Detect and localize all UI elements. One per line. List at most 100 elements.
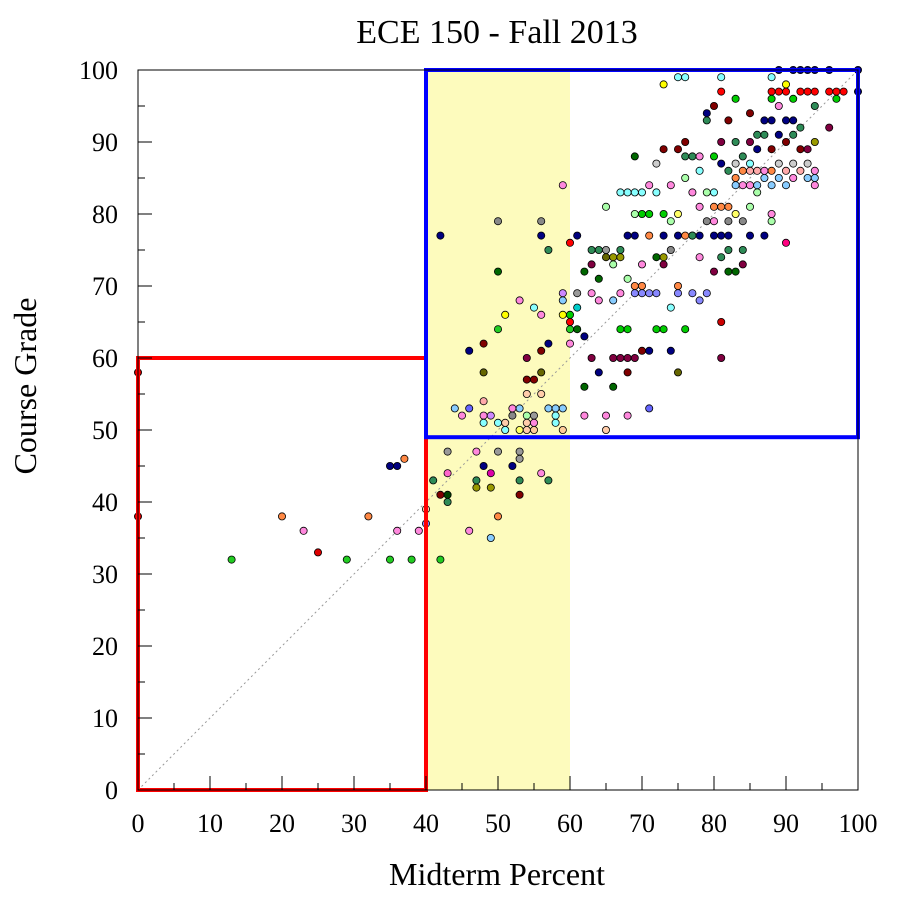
data-point (551, 411, 560, 420)
data-point (710, 217, 719, 226)
highlight-band-layer (426, 70, 570, 790)
data-point (630, 152, 639, 161)
data-point (731, 94, 740, 103)
data-point (810, 166, 819, 175)
y-tick-label: 40 (92, 488, 118, 517)
y-tick-label: 100 (79, 56, 118, 85)
data-point (602, 425, 611, 434)
data-point (522, 389, 531, 398)
data-point (515, 447, 524, 456)
data-point (558, 404, 567, 413)
data-point (717, 159, 726, 168)
data-point (839, 87, 848, 96)
data-point (436, 490, 445, 499)
data-point (767, 116, 776, 125)
data-point (681, 231, 690, 240)
x-tick-label: 0 (132, 809, 145, 838)
data-point (537, 368, 546, 377)
data-point (364, 512, 373, 521)
data-point (436, 555, 445, 564)
data-point (652, 253, 661, 262)
data-point (602, 253, 611, 262)
data-point (803, 159, 812, 168)
data-point (616, 245, 625, 254)
y-axis-label: Course Grade (7, 298, 43, 475)
data-point (313, 548, 322, 557)
data-point (659, 325, 668, 334)
data-point (551, 418, 560, 427)
data-point (681, 137, 690, 146)
data-point (702, 217, 711, 226)
data-point (738, 166, 747, 175)
data-point (587, 353, 596, 362)
data-point (277, 512, 286, 521)
data-point (530, 425, 539, 434)
data-point (580, 382, 589, 391)
data-point (796, 166, 805, 175)
data-point (508, 404, 517, 413)
data-point (695, 253, 704, 262)
data-point (782, 80, 791, 89)
data-point (738, 181, 747, 190)
x-tick-label: 70 (629, 809, 655, 838)
y-tick-label: 20 (92, 632, 118, 661)
data-point (630, 231, 639, 240)
data-point (832, 94, 841, 103)
x-tick-label: 90 (773, 809, 799, 838)
data-point (537, 389, 546, 398)
data-point (760, 116, 769, 125)
data-point (530, 375, 539, 384)
y-tick-label: 70 (92, 272, 118, 301)
data-point (609, 253, 618, 262)
data-point (609, 382, 618, 391)
data-point (731, 159, 740, 168)
x-tick-label: 50 (485, 809, 511, 838)
data-point (746, 181, 755, 190)
data-point (659, 209, 668, 218)
data-point (609, 260, 618, 269)
y-tick-label: 60 (92, 344, 118, 373)
data-point (594, 274, 603, 283)
data-point (717, 73, 726, 82)
data-point (436, 231, 445, 240)
x-axis-label: Midterm Percent (389, 856, 605, 892)
data-point (767, 166, 776, 175)
data-point (702, 116, 711, 125)
data-point (782, 238, 791, 247)
data-point (443, 469, 452, 478)
data-point (782, 137, 791, 146)
data-point (479, 368, 488, 377)
data-point (810, 181, 819, 190)
data-point (760, 231, 769, 240)
data-point (515, 454, 524, 463)
data-point (493, 418, 502, 427)
data-point (731, 173, 740, 182)
x-tick-label: 40 (413, 809, 439, 838)
data-point (558, 425, 567, 434)
data-point (530, 411, 539, 420)
data-point (227, 555, 236, 564)
x-tick-label: 20 (269, 809, 295, 838)
data-point (573, 325, 582, 334)
data-point (659, 80, 668, 89)
data-point (724, 231, 733, 240)
data-point (782, 87, 791, 96)
data-point (731, 137, 740, 146)
data-point (803, 173, 812, 182)
data-point (587, 260, 596, 269)
data-point (508, 411, 517, 420)
data-point (645, 404, 654, 413)
data-point (465, 346, 474, 355)
data-point (558, 296, 567, 305)
data-point (645, 289, 654, 298)
data-point (486, 469, 495, 478)
data-point (400, 454, 409, 463)
data-point (760, 166, 769, 175)
data-point (774, 87, 783, 96)
data-point (594, 296, 603, 305)
data-point (666, 181, 675, 190)
x-tick-label: 10 (197, 809, 223, 838)
data-point (566, 238, 575, 247)
data-point (796, 87, 805, 96)
data-point (558, 310, 567, 319)
